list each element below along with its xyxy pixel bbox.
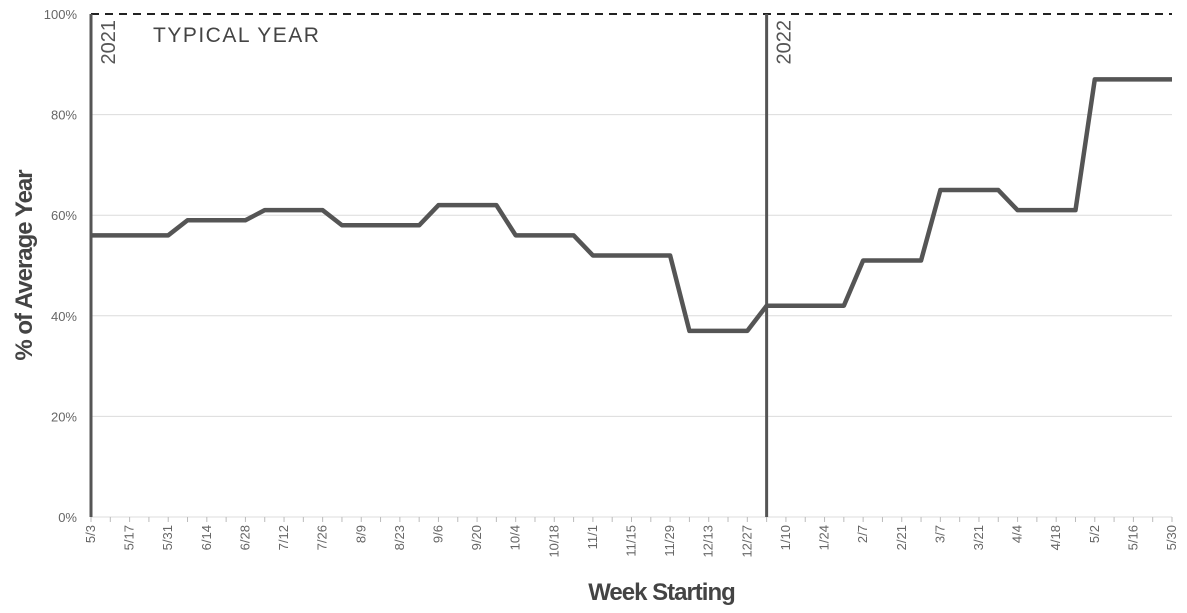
x-tick-label: 5/30 — [1164, 525, 1179, 550]
y-tick-label: 0% — [58, 510, 77, 525]
x-tick-label: 12/27 — [739, 525, 754, 558]
reference-label: TYPICAL YEAR — [153, 24, 320, 47]
x-tick-label: 6/14 — [199, 525, 214, 550]
y-tick-label: 60% — [51, 208, 77, 223]
x-tick-label: 5/2 — [1087, 525, 1102, 543]
x-tick-label: 5/16 — [1125, 525, 1140, 550]
x-tick-label: 1/24 — [817, 525, 832, 550]
x-tick-label: 7/26 — [315, 525, 330, 550]
x-tick-label: 4/4 — [1010, 525, 1025, 543]
x-tick-label: 8/9 — [353, 525, 368, 543]
x-tick-label: 7/12 — [276, 525, 291, 550]
x-tick-label: 12/13 — [701, 525, 716, 558]
x-tick-label: 9/20 — [469, 525, 484, 550]
y-tick-label: 100% — [44, 7, 78, 22]
x-tick-label: 3/7 — [932, 525, 947, 543]
x-tick-label: 11/1 — [585, 525, 600, 549]
x-tick-label: 8/23 — [392, 525, 407, 550]
y-tick-label: 80% — [51, 108, 77, 123]
year-label: 2021 — [98, 20, 120, 65]
y-tick-label: 20% — [51, 409, 77, 424]
y-axis-title: % of Average Year — [11, 170, 38, 361]
x-tick-label: 9/6 — [430, 525, 445, 543]
x-tick-label: 2/21 — [894, 525, 909, 550]
y-tick-label: 40% — [51, 309, 77, 324]
x-tick-label: 11/29 — [662, 525, 677, 557]
x-tick-label: 10/18 — [546, 525, 561, 558]
x-tick-label: 5/17 — [122, 525, 137, 550]
x-tick-label: 1/10 — [778, 525, 793, 550]
x-tick-label: 2/7 — [855, 525, 870, 543]
x-tick-label: 5/31 — [160, 525, 175, 550]
year-label: 2022 — [774, 20, 796, 65]
data-line — [91, 77, 1172, 334]
x-axis-title: Week Starting — [588, 579, 735, 606]
x-tick-label: 11/15 — [624, 525, 639, 557]
x-tick-label: 3/21 — [971, 525, 986, 550]
x-tick-label: 10/4 — [508, 525, 523, 550]
x-tick-label: 5/3 — [83, 525, 98, 543]
x-tick-label: 4/18 — [1048, 525, 1063, 550]
x-tick-label: 6/28 — [237, 525, 252, 550]
